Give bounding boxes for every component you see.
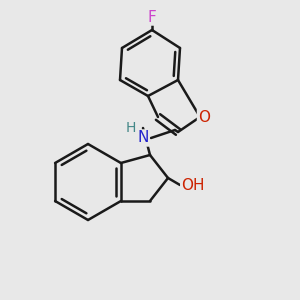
Text: OH: OH <box>181 178 205 193</box>
Text: O: O <box>198 110 210 124</box>
Text: N: N <box>137 130 149 146</box>
Text: F: F <box>148 10 156 25</box>
Text: H: H <box>126 121 136 135</box>
